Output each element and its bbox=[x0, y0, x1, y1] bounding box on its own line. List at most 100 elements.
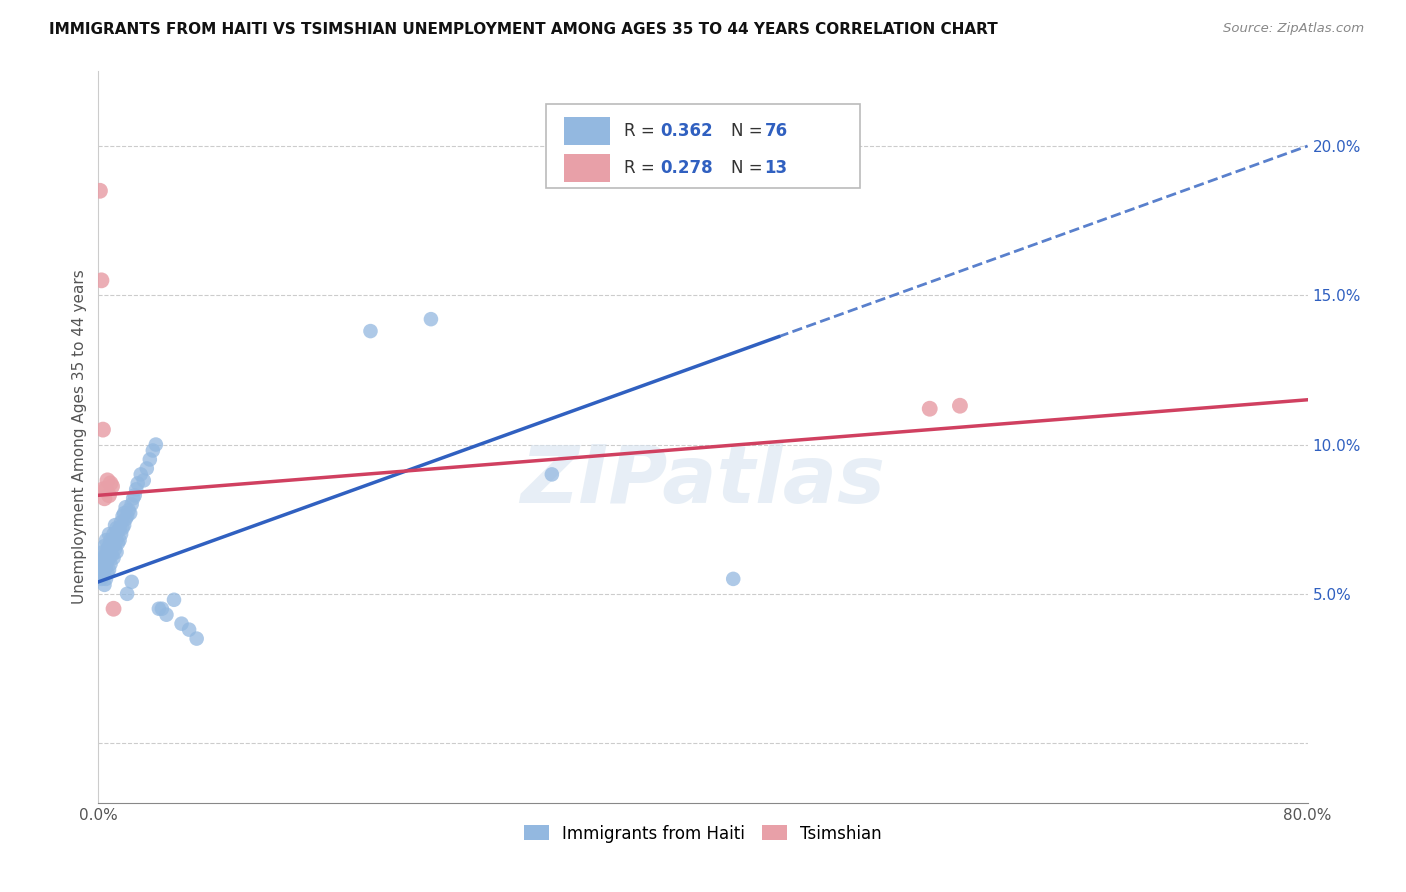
Point bbox=[145, 437, 167, 451]
Point bbox=[91, 423, 114, 437]
Text: 13: 13 bbox=[765, 159, 787, 177]
Point bbox=[93, 539, 115, 553]
Point bbox=[127, 476, 149, 491]
Point bbox=[155, 607, 177, 622]
Point bbox=[93, 563, 115, 577]
Point bbox=[93, 578, 115, 592]
Text: N =: N = bbox=[731, 122, 768, 140]
Point bbox=[179, 623, 201, 637]
Point bbox=[94, 548, 117, 562]
Point bbox=[107, 536, 129, 550]
Point bbox=[96, 554, 118, 568]
Point bbox=[94, 483, 117, 497]
Point bbox=[100, 476, 122, 491]
Text: R =: R = bbox=[624, 159, 661, 177]
Point bbox=[90, 563, 112, 577]
Point bbox=[104, 518, 127, 533]
Point bbox=[101, 548, 124, 562]
Point bbox=[98, 539, 121, 553]
Text: N =: N = bbox=[731, 159, 768, 177]
Legend: Immigrants from Haiti, Tsimshian: Immigrants from Haiti, Tsimshian bbox=[517, 818, 889, 849]
Point bbox=[114, 512, 136, 526]
Point bbox=[120, 506, 142, 520]
Point bbox=[111, 509, 134, 524]
Point bbox=[125, 483, 148, 497]
Point bbox=[96, 566, 118, 580]
Point bbox=[110, 527, 132, 541]
Text: ZIPatlas: ZIPatlas bbox=[520, 442, 886, 520]
Text: R =: R = bbox=[624, 122, 661, 140]
Point bbox=[89, 184, 111, 198]
Point bbox=[108, 521, 131, 535]
Text: 0.362: 0.362 bbox=[661, 122, 713, 140]
Point bbox=[142, 443, 165, 458]
Point bbox=[360, 324, 382, 338]
Point bbox=[94, 572, 117, 586]
Point bbox=[110, 515, 132, 529]
Point bbox=[103, 527, 125, 541]
Point bbox=[91, 557, 114, 571]
Point bbox=[105, 545, 128, 559]
Point bbox=[101, 479, 124, 493]
Point bbox=[105, 521, 128, 535]
Point bbox=[90, 572, 112, 586]
Point bbox=[723, 572, 745, 586]
Point bbox=[118, 503, 141, 517]
Point bbox=[93, 491, 115, 506]
Point bbox=[89, 566, 111, 580]
Point bbox=[100, 557, 122, 571]
Point bbox=[124, 488, 146, 502]
Point bbox=[96, 542, 118, 557]
Point bbox=[121, 497, 143, 511]
Point bbox=[103, 539, 125, 553]
Point bbox=[132, 474, 155, 488]
Point bbox=[103, 551, 125, 566]
FancyBboxPatch shape bbox=[546, 104, 860, 188]
Point bbox=[129, 467, 152, 482]
Point bbox=[112, 518, 135, 533]
Point bbox=[96, 474, 118, 488]
Point bbox=[135, 461, 157, 475]
Point bbox=[112, 506, 135, 520]
Point bbox=[94, 560, 117, 574]
Point bbox=[420, 312, 443, 326]
Text: IMMIGRANTS FROM HAITI VS TSIMSHIAN UNEMPLOYMENT AMONG AGES 35 TO 44 YEARS CORREL: IMMIGRANTS FROM HAITI VS TSIMSHIAN UNEMP… bbox=[49, 22, 998, 37]
Point bbox=[100, 545, 122, 559]
Point bbox=[186, 632, 208, 646]
Point bbox=[163, 592, 186, 607]
Point bbox=[139, 452, 162, 467]
Point bbox=[949, 399, 972, 413]
Point bbox=[148, 601, 170, 615]
Point bbox=[94, 533, 117, 547]
Point bbox=[918, 401, 941, 416]
Point bbox=[89, 557, 111, 571]
FancyBboxPatch shape bbox=[564, 118, 610, 145]
Point bbox=[108, 533, 131, 547]
Point bbox=[90, 551, 112, 566]
Point bbox=[91, 483, 114, 497]
Point bbox=[91, 569, 114, 583]
Point bbox=[121, 574, 143, 589]
Point bbox=[150, 601, 173, 615]
Point bbox=[540, 467, 562, 482]
Point bbox=[98, 551, 121, 566]
Point bbox=[107, 524, 129, 538]
Point bbox=[98, 488, 121, 502]
Point bbox=[103, 601, 125, 615]
Point bbox=[100, 533, 122, 547]
Point bbox=[115, 509, 138, 524]
Point bbox=[93, 551, 115, 566]
Text: 76: 76 bbox=[765, 122, 787, 140]
Point bbox=[111, 521, 134, 535]
Point bbox=[115, 587, 138, 601]
Point bbox=[122, 491, 145, 506]
Point bbox=[91, 545, 114, 559]
Text: Source: ZipAtlas.com: Source: ZipAtlas.com bbox=[1223, 22, 1364, 36]
Point bbox=[114, 500, 136, 515]
FancyBboxPatch shape bbox=[564, 154, 610, 182]
Point bbox=[98, 563, 121, 577]
Point bbox=[90, 273, 112, 287]
Text: 0.278: 0.278 bbox=[661, 159, 713, 177]
Point bbox=[104, 530, 127, 544]
Point bbox=[170, 616, 193, 631]
